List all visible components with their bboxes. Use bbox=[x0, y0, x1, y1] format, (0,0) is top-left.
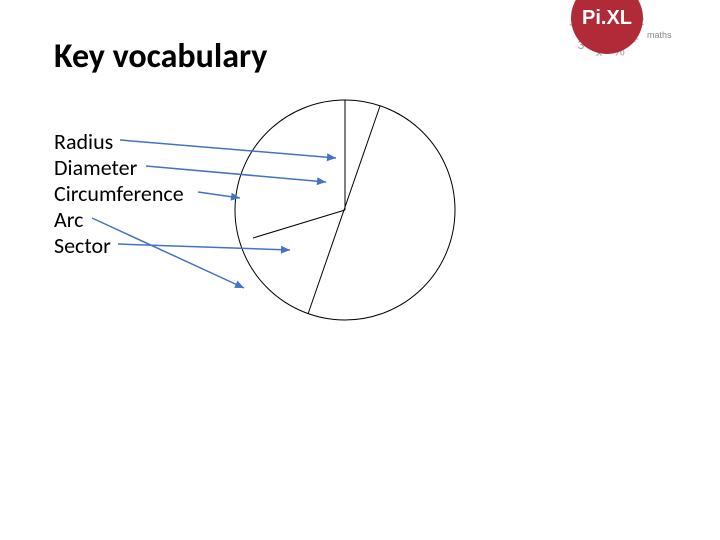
svg-text:3: 3 bbox=[578, 38, 585, 52]
term-sector: Sector bbox=[54, 232, 111, 259]
svg-text:×: × bbox=[595, 45, 603, 60]
term-arc: Arc bbox=[54, 206, 83, 233]
term-radius: Radius bbox=[54, 128, 113, 155]
svg-text:maths: maths bbox=[647, 30, 672, 40]
svg-text:2: 2 bbox=[638, 14, 645, 28]
page-title: Key vocabulary bbox=[54, 36, 267, 77]
term-circumference: Circumference bbox=[54, 180, 184, 207]
svg-text:−: − bbox=[569, 17, 577, 33]
term-diameter: Diameter bbox=[54, 154, 137, 181]
svg-text:+: + bbox=[633, 0, 641, 13]
svg-text:%: % bbox=[613, 43, 625, 58]
svg-text:÷: ÷ bbox=[631, 31, 639, 47]
diagram-canvas: +2÷%×3−½Pi.XLmaths bbox=[0, 0, 720, 540]
svg-text:Pi.XL: Pi.XL bbox=[582, 7, 632, 29]
pixl-logo-icon: +2÷%×3−½Pi.XLmaths bbox=[569, 0, 672, 60]
